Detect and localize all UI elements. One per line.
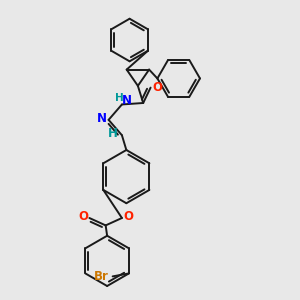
Text: N: N [122, 94, 132, 107]
Text: H: H [115, 93, 124, 103]
Text: Br: Br [94, 270, 109, 283]
Text: O: O [78, 210, 88, 223]
Text: O: O [152, 80, 162, 94]
Text: N: N [97, 112, 107, 125]
Text: O: O [123, 210, 134, 223]
Text: H: H [107, 127, 117, 140]
